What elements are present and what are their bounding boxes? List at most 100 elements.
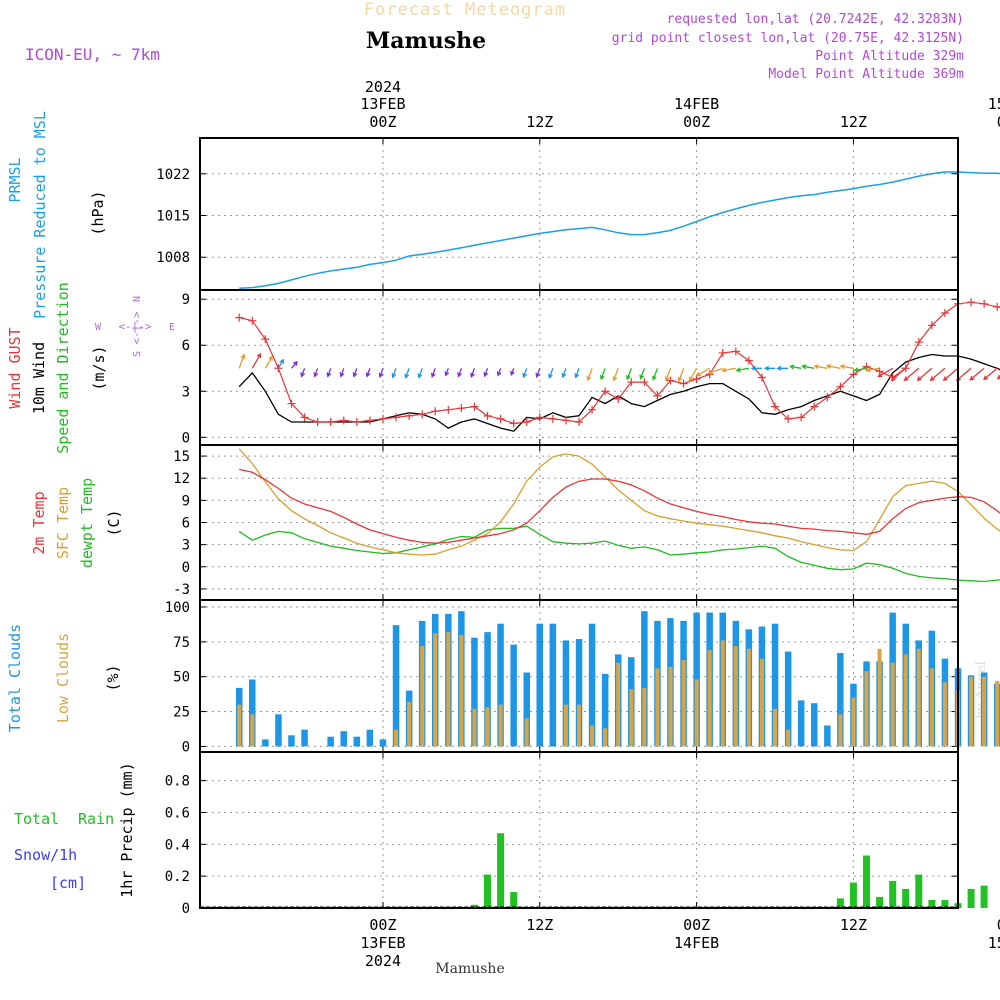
low-cloud-bar bbox=[668, 666, 673, 747]
wind-direction-arrow bbox=[916, 367, 933, 382]
wind-direction-arrow bbox=[839, 364, 854, 370]
wind-direction-arrow bbox=[277, 358, 284, 369]
wind-direction-arrow bbox=[707, 367, 724, 375]
gust-marker bbox=[901, 364, 910, 373]
bottom-time-label: 12Z bbox=[526, 916, 553, 934]
low-cloud-bar bbox=[590, 725, 595, 747]
sfc-temp-line bbox=[238, 448, 1000, 556]
wind-direction-arrow bbox=[721, 367, 736, 373]
wind-direction-arrow bbox=[300, 368, 306, 378]
low-cloud-bar bbox=[681, 660, 686, 747]
gust-marker bbox=[313, 417, 322, 426]
bottom-year-label: 2024 bbox=[365, 952, 401, 970]
total-cloud-bar bbox=[288, 735, 295, 747]
wind-direction-arrow bbox=[391, 368, 397, 379]
gust-marker bbox=[823, 393, 832, 402]
total-cloud-bar bbox=[392, 625, 400, 747]
total-cloud-bar bbox=[575, 639, 583, 747]
wind-direction-arrow bbox=[929, 367, 946, 382]
gust-marker bbox=[757, 373, 766, 382]
pressure-ytick-label: 1015 bbox=[156, 208, 190, 224]
gust-marker bbox=[261, 335, 270, 344]
compass-south: S bbox=[132, 351, 143, 357]
total-cloud-bar bbox=[301, 729, 308, 747]
precip-cm-label: [cm] bbox=[50, 874, 86, 892]
rain-bar bbox=[510, 892, 518, 908]
bottom-date-label: 14FEB bbox=[674, 934, 719, 952]
wind-direction-arrow bbox=[903, 367, 920, 382]
wind-10m-label: 10m Wind bbox=[30, 342, 48, 414]
wind-direction-arrow bbox=[825, 363, 841, 369]
total-cloud-bar bbox=[536, 623, 543, 747]
total-cloud-bar bbox=[366, 729, 374, 747]
wind-direction-arrow bbox=[522, 368, 528, 379]
gust-marker bbox=[561, 416, 570, 425]
wind-ytick-label: 3 bbox=[182, 384, 190, 400]
wind-direction-arrow bbox=[612, 368, 619, 382]
rain-bar bbox=[863, 855, 870, 908]
wind-direction-label: Speed and Direction bbox=[54, 282, 72, 454]
low-cloud-bar bbox=[890, 662, 895, 747]
precip-unit: 1hr Precip (mm) bbox=[118, 762, 136, 897]
low-cloud-bar bbox=[420, 646, 425, 747]
pressure-line bbox=[239, 171, 1000, 289]
gust-marker bbox=[287, 399, 296, 408]
low-cloud-bar bbox=[498, 704, 503, 747]
low-cloud-bar bbox=[603, 728, 608, 747]
wind-direction-arrow bbox=[251, 352, 262, 369]
wind-direction-arrow bbox=[404, 368, 410, 379]
low-cloud-bar bbox=[472, 708, 477, 747]
gust-marker bbox=[235, 313, 244, 322]
low-cloud-bar bbox=[707, 650, 712, 747]
wind-direction-arrow bbox=[877, 367, 894, 378]
top-year-label: 2024 bbox=[365, 78, 401, 96]
gust-marker bbox=[588, 405, 597, 414]
total-cloud-bar bbox=[353, 736, 361, 747]
wind-ytick-label: 0 bbox=[182, 430, 190, 446]
wind-direction-arrow bbox=[695, 367, 711, 377]
wind-direction-arrow bbox=[763, 365, 775, 371]
low-cloud-bar bbox=[485, 707, 490, 747]
gust-marker bbox=[679, 379, 688, 388]
gust-marker bbox=[352, 417, 361, 426]
total-cloud-bar bbox=[327, 736, 334, 747]
low-cloud-bar bbox=[864, 671, 869, 747]
rain-bar bbox=[941, 900, 949, 908]
dewpt-label: dewpt Temp bbox=[78, 478, 96, 568]
wind-direction-arrow bbox=[664, 368, 672, 382]
gust-marker bbox=[418, 410, 427, 419]
precip-snow-label: Snow/1h bbox=[14, 846, 77, 864]
compass-arrow-v: <-|-> bbox=[130, 311, 143, 344]
low-cloud-bar bbox=[746, 648, 751, 747]
low-cloud-bar bbox=[786, 729, 791, 747]
clouds-ytick-label: 25 bbox=[173, 705, 190, 721]
low-cloud-bar bbox=[446, 632, 451, 747]
wind-gust-line bbox=[239, 301, 1000, 425]
low-cloud-bar bbox=[694, 679, 699, 747]
rain-bar bbox=[967, 888, 975, 908]
rain-bar bbox=[484, 874, 491, 908]
model-label: ICON-EU, ~ 7km bbox=[25, 45, 160, 64]
wind-unit: (m/s) bbox=[90, 345, 108, 390]
gust-marker bbox=[431, 407, 440, 416]
low-cloud-bar bbox=[629, 689, 634, 747]
gust-marker bbox=[365, 416, 374, 425]
pressure-ytick-label: 1008 bbox=[156, 250, 190, 266]
low-cloud-bar bbox=[903, 654, 908, 747]
wind-panel: 0 3 6 9 bbox=[182, 290, 1000, 446]
gust-marker bbox=[378, 414, 387, 423]
top-time-label: 00Z bbox=[683, 113, 710, 131]
precip-ytick-label: 0.4 bbox=[165, 837, 190, 853]
wind-direction-arrow bbox=[291, 360, 298, 369]
gust-marker bbox=[940, 309, 949, 318]
rain-bar bbox=[915, 874, 923, 908]
gust-marker bbox=[993, 302, 1000, 311]
gust-marker bbox=[405, 411, 414, 420]
top-date-label: 15FEB bbox=[988, 95, 1000, 113]
wind-direction-arrow bbox=[535, 368, 541, 378]
total-cloud-bar bbox=[771, 623, 779, 747]
clouds-ytick-label: 100 bbox=[165, 600, 190, 616]
low-cloud-bar bbox=[577, 704, 581, 747]
